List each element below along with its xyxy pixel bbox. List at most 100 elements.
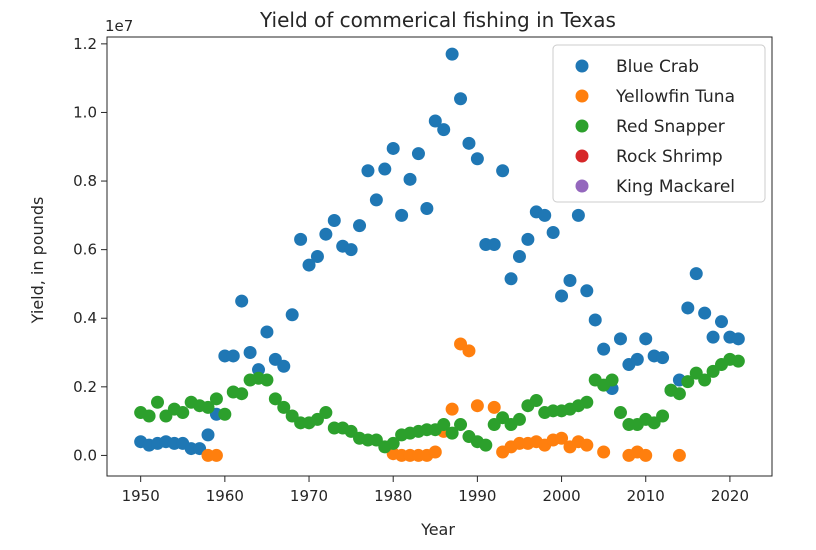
data-point [529, 394, 543, 408]
x-tick-label: 1970 [290, 487, 328, 505]
y-offset-label: 1e7 [105, 17, 133, 35]
data-point [656, 409, 670, 423]
data-point [462, 136, 476, 150]
data-point [142, 409, 156, 423]
data-point [521, 232, 535, 246]
data-point [698, 373, 712, 387]
legend-label: Yellowfin Tuna [615, 87, 735, 107]
x-tick-label: 2020 [711, 487, 749, 505]
y-axis: 0.0 0.2 0.4 0.6 0.8 1.0 1.2 [73, 35, 107, 464]
data-point [681, 301, 695, 315]
data-point [319, 227, 333, 241]
legend-marker [575, 179, 589, 193]
data-point [487, 400, 501, 414]
data-point [411, 147, 425, 161]
data-point [235, 387, 249, 401]
data-point [386, 141, 400, 155]
data-point [327, 213, 341, 227]
data-point [470, 152, 484, 166]
x-tick-label: 2010 [627, 487, 665, 505]
data-point [151, 395, 165, 409]
x-tick-label: 1960 [206, 487, 244, 505]
data-point [353, 219, 367, 233]
data-point [243, 346, 257, 360]
data-point [580, 395, 594, 409]
data-point [630, 352, 644, 366]
data-point [470, 399, 484, 413]
data-point [268, 392, 282, 406]
data-point [656, 351, 670, 365]
data-point [403, 172, 417, 186]
data-point [369, 193, 383, 207]
data-point [226, 349, 240, 363]
data-point [512, 412, 526, 426]
data-point [235, 294, 249, 308]
x-axis: 1950 1960 1970 1980 1990 2000 2010 2020 [122, 476, 749, 505]
data-point [731, 332, 745, 346]
data-point [613, 332, 627, 346]
data-point [260, 325, 274, 339]
data-points [134, 47, 745, 462]
data-point [209, 392, 223, 406]
data-point [479, 438, 493, 452]
data-point [555, 431, 569, 445]
data-point [597, 445, 611, 459]
data-point [487, 237, 501, 251]
data-point [445, 426, 459, 440]
data-point [580, 284, 594, 298]
data-point [454, 418, 468, 432]
data-point [395, 208, 409, 222]
data-point [605, 373, 619, 387]
x-tick-label: 2000 [542, 487, 580, 505]
data-point [260, 373, 274, 387]
y-tick-label: 0.8 [73, 172, 97, 190]
data-point [689, 267, 703, 281]
data-point [302, 258, 316, 272]
data-point [597, 342, 611, 356]
data-point [386, 436, 400, 450]
data-point [563, 274, 577, 288]
y-tick-label: 0.2 [73, 378, 97, 396]
data-point [546, 225, 560, 239]
data-point [538, 208, 552, 222]
legend-label: Red Snapper [616, 117, 725, 137]
data-point [437, 123, 451, 137]
data-point [706, 330, 720, 344]
series-red-snapper [134, 352, 745, 454]
y-tick-label: 0.4 [73, 309, 97, 327]
data-point [285, 308, 299, 322]
data-point [698, 306, 712, 320]
y-tick-label: 1.2 [73, 35, 97, 53]
data-point [731, 354, 745, 368]
data-point [504, 272, 518, 286]
data-point [437, 418, 451, 432]
legend: Blue Crab Yellowfin Tuna Red Snapper Rock S… [552, 44, 766, 203]
legend-box [552, 44, 766, 203]
data-point [512, 250, 526, 263]
data-point [277, 400, 291, 414]
data-point [588, 313, 602, 327]
data-point [613, 406, 627, 420]
data-point [277, 359, 291, 373]
data-point [639, 448, 653, 462]
data-point [681, 375, 695, 389]
y-tick-label: 0.0 [73, 446, 97, 464]
series-yellowfin-tuna [201, 337, 686, 462]
data-point [420, 201, 434, 215]
data-point [294, 232, 308, 246]
plot-area [106, 36, 773, 477]
data-point [454, 92, 468, 106]
data-point [319, 406, 333, 420]
data-point [310, 250, 324, 263]
data-point [571, 208, 585, 222]
data-point [344, 243, 358, 257]
legend-marker [575, 89, 589, 103]
series-blue-crab [134, 47, 745, 456]
data-point [555, 289, 569, 303]
data-point [496, 164, 510, 178]
data-point [428, 445, 442, 459]
x-axis-label: Year [420, 520, 455, 539]
x-tick-label: 1980 [374, 487, 412, 505]
data-point [361, 164, 375, 178]
